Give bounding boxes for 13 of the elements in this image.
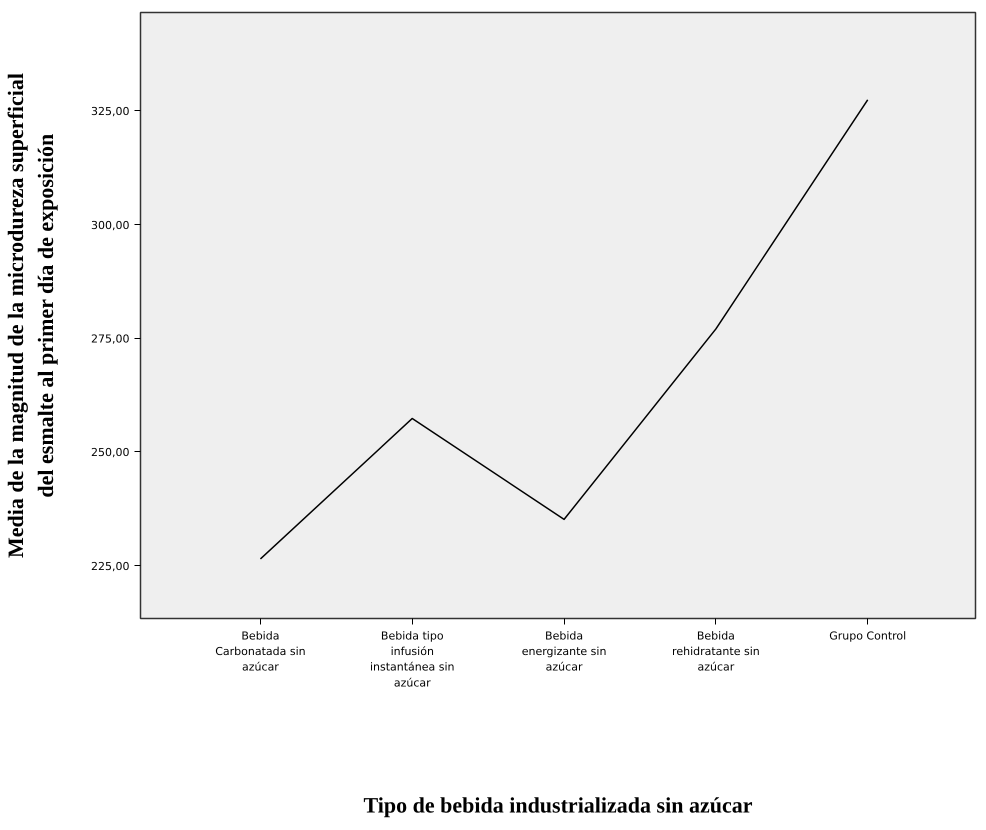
x-tick-label: Bebida tipo infusión instantánea sin azúcar <box>370 630 455 690</box>
y-tick-label: 275,00 <box>91 332 130 346</box>
y-tick-label: 250,00 <box>91 446 130 460</box>
x-tick-label: Bebida Carbonatada sin azúcar <box>215 630 306 674</box>
y-tick-label: 225,00 <box>91 560 130 573</box>
y-axis-title: Media de la magnitud de la microdureza superficial del esmalte al primer día de exposición <box>3 73 58 558</box>
line-series <box>260 99 868 560</box>
x-tick-label: Grupo Control <box>829 630 906 642</box>
x-axis-title: Tipo de bebida industrializada sin azúcar <box>364 792 753 818</box>
y-tick-label: 300,00 <box>91 218 130 232</box>
x-tick-label: Bebida energizante sin azúcar <box>522 630 606 674</box>
x-tick-label: Bebida rehidratante sin azúcar <box>672 630 760 674</box>
y-tick-label: 325,00 <box>91 105 130 118</box>
